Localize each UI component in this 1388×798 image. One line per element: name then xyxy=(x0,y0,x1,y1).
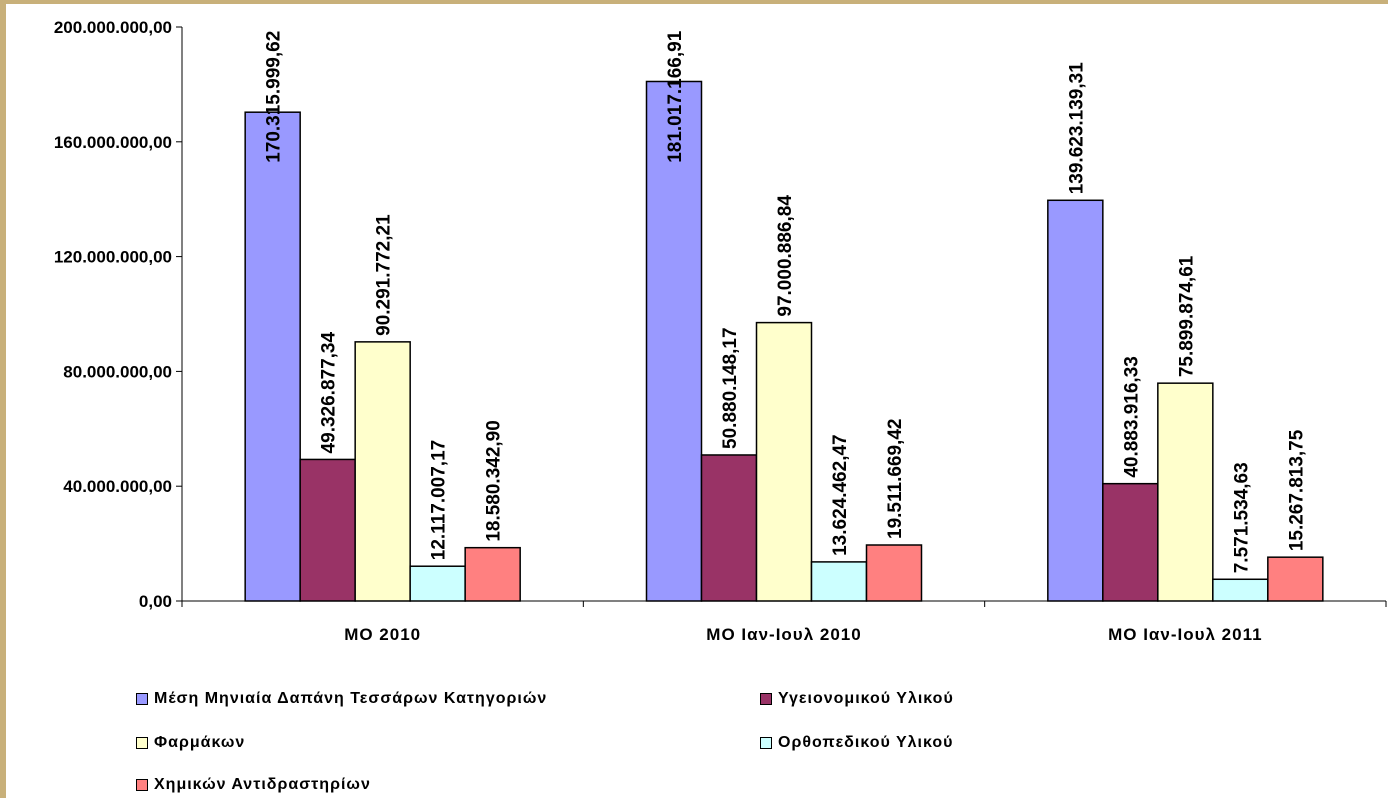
data-label-1-1: 50.880.148,17 xyxy=(720,327,741,449)
data-label-1-0: 49.326.877,34 xyxy=(319,331,340,453)
y-tick-label: 120.000.000,00 xyxy=(54,248,172,267)
y-tick-label: 200.000.000,00 xyxy=(54,18,172,37)
bar-2-1 xyxy=(755,321,813,602)
data-label-0-0: 170.315.999,62 xyxy=(264,31,285,163)
x-category-label: ΜΟ Ιαν-Ιουλ 2011 xyxy=(1108,625,1262,644)
bar-1-0 xyxy=(299,458,356,602)
bar-4-2 xyxy=(1267,556,1324,602)
y-tick-label: 80.000.000,00 xyxy=(63,362,172,381)
legend-label-3: Ορθοπεδικού Υλικού xyxy=(778,734,954,751)
bar-1-2 xyxy=(1102,482,1159,602)
x-category-label: ΜΟ Ιαν-Ιουλ 2010 xyxy=(706,625,861,644)
data-label-3-0: 12.117.007,17 xyxy=(429,440,450,560)
bar-3-2 xyxy=(1212,578,1269,602)
legend-item-series-1: Υγειονομικού Υλικού xyxy=(760,688,954,710)
legend-item-series-3: Ορθοπεδικού Υλικού xyxy=(760,732,953,754)
legend-item-series-2: Φαρμάκων xyxy=(136,732,245,754)
x-category-label: ΜΟ 2010 xyxy=(344,625,421,644)
y-tick-label: 160.000.000,00 xyxy=(54,133,172,152)
data-label-2-0: 90.291.772,21 xyxy=(374,214,395,336)
data-label-3-1: 13.624.462,47 xyxy=(830,434,851,556)
y-tick-label: 40.000.000,00 xyxy=(63,477,172,496)
data-label-0-2: 139.623.139,31 xyxy=(1066,62,1087,195)
bar-0-1 xyxy=(645,80,703,602)
data-label-2-2: 75.899.874,61 xyxy=(1176,255,1197,377)
bar-0-0 xyxy=(244,111,301,602)
y-tick-label: 0,00 xyxy=(139,592,172,611)
bar-4-1 xyxy=(865,544,923,602)
legend-label-1: Υγειονομικού Υλικού xyxy=(778,690,954,707)
legend-swatch-4 xyxy=(136,779,148,791)
legend-swatch-1 xyxy=(760,693,772,705)
legend-label-4: Χημικών Αντιδραστηρίων xyxy=(154,776,371,793)
bar-3-1 xyxy=(810,561,868,602)
data-label-0-1: 181.017.166,91 xyxy=(665,30,686,163)
legend-swatch-0 xyxy=(136,693,148,705)
data-label-1-2: 40.883.916,33 xyxy=(1121,356,1142,478)
chart-legend: Μέση Μηνιαία Δαπάνη Τεσσάρων Κατηγοριών … xyxy=(136,688,1236,796)
data-label-3-2: 7.571.534,63 xyxy=(1231,462,1252,573)
bar-1-1 xyxy=(700,454,758,602)
legend-label-0: Μέση Μηνιαία Δαπάνη Τεσσάρων Κατηγοριών xyxy=(154,690,548,707)
data-label-4-0: 18.580.342,90 xyxy=(484,420,505,542)
legend-item-series-4: Χημικών Αντιδραστηρίων xyxy=(136,774,371,796)
bar-2-2 xyxy=(1157,382,1214,602)
legend-item-series-0: Μέση Μηνιαία Δαπάνη Τεσσάρων Κατηγοριών xyxy=(136,688,547,710)
legend-label-2: Φαρμάκων xyxy=(154,734,246,751)
bar-2-0 xyxy=(354,341,411,602)
data-label-4-1: 19.511.669,42 xyxy=(885,419,906,539)
legend-swatch-2 xyxy=(136,737,148,749)
legend-swatch-3 xyxy=(760,737,772,749)
bar-0-2 xyxy=(1047,199,1104,602)
data-label-2-1: 97.000.886,84 xyxy=(775,195,796,317)
data-label-4-2: 15.267.813,75 xyxy=(1286,429,1307,551)
bar-3-0 xyxy=(409,565,466,602)
bar-4-0 xyxy=(464,546,521,602)
